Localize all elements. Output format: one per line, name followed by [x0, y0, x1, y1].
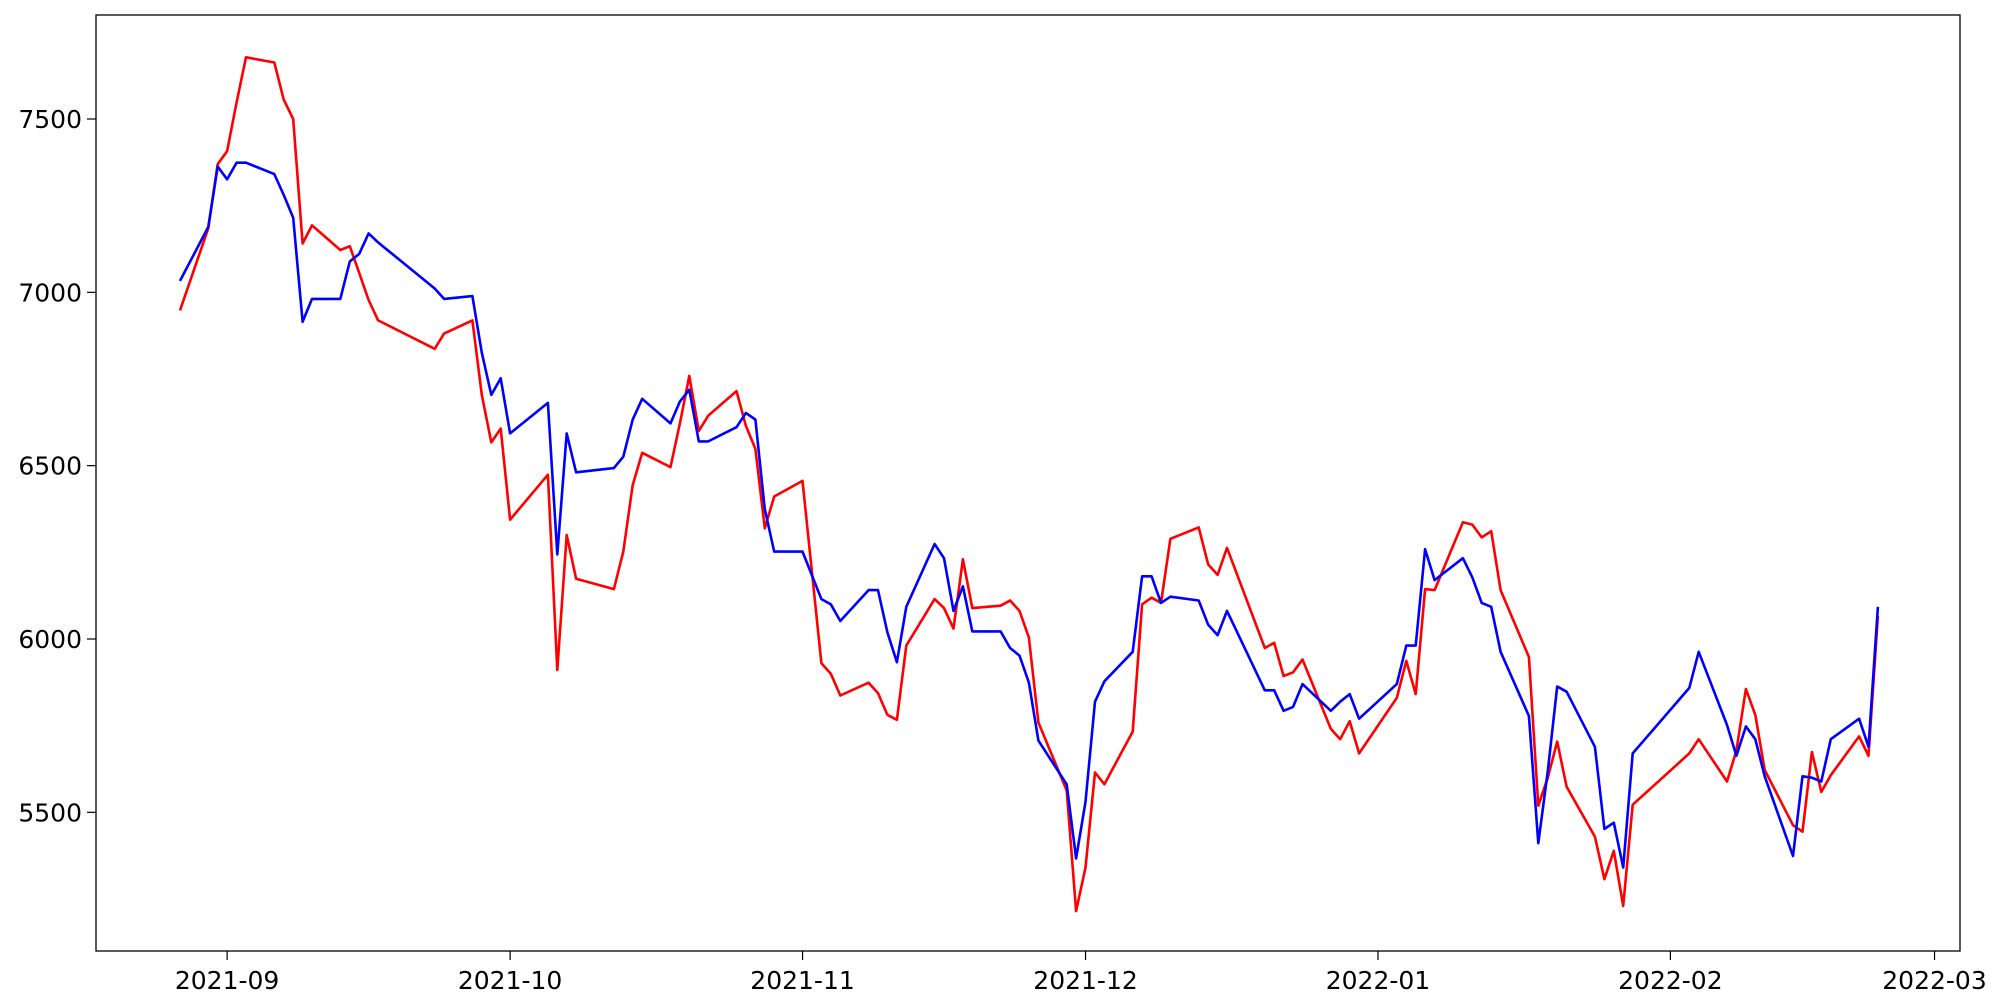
y-tick-label: 6500 [18, 452, 82, 481]
x-tick-label: 2021-11 [750, 966, 854, 995]
plot-frame [95, 14, 1961, 952]
series-line [178, 56, 1880, 913]
y-tick-label: 5500 [18, 798, 82, 827]
x-tick-label: 2021-09 [175, 966, 279, 995]
x-tick-label: 2022-02 [1618, 966, 1722, 995]
y-tick-label: 6000 [18, 625, 82, 654]
x-tick-label: 2022-01 [1326, 966, 1430, 995]
y-tick-label: 7500 [18, 105, 82, 134]
series-line [178, 161, 1880, 869]
x-tick-label: 2021-10 [458, 966, 562, 995]
y-tick-label: 7000 [18, 278, 82, 307]
x-tick-label: 2021-12 [1033, 966, 1137, 995]
x-tick-label: 2022-03 [1882, 966, 1986, 995]
